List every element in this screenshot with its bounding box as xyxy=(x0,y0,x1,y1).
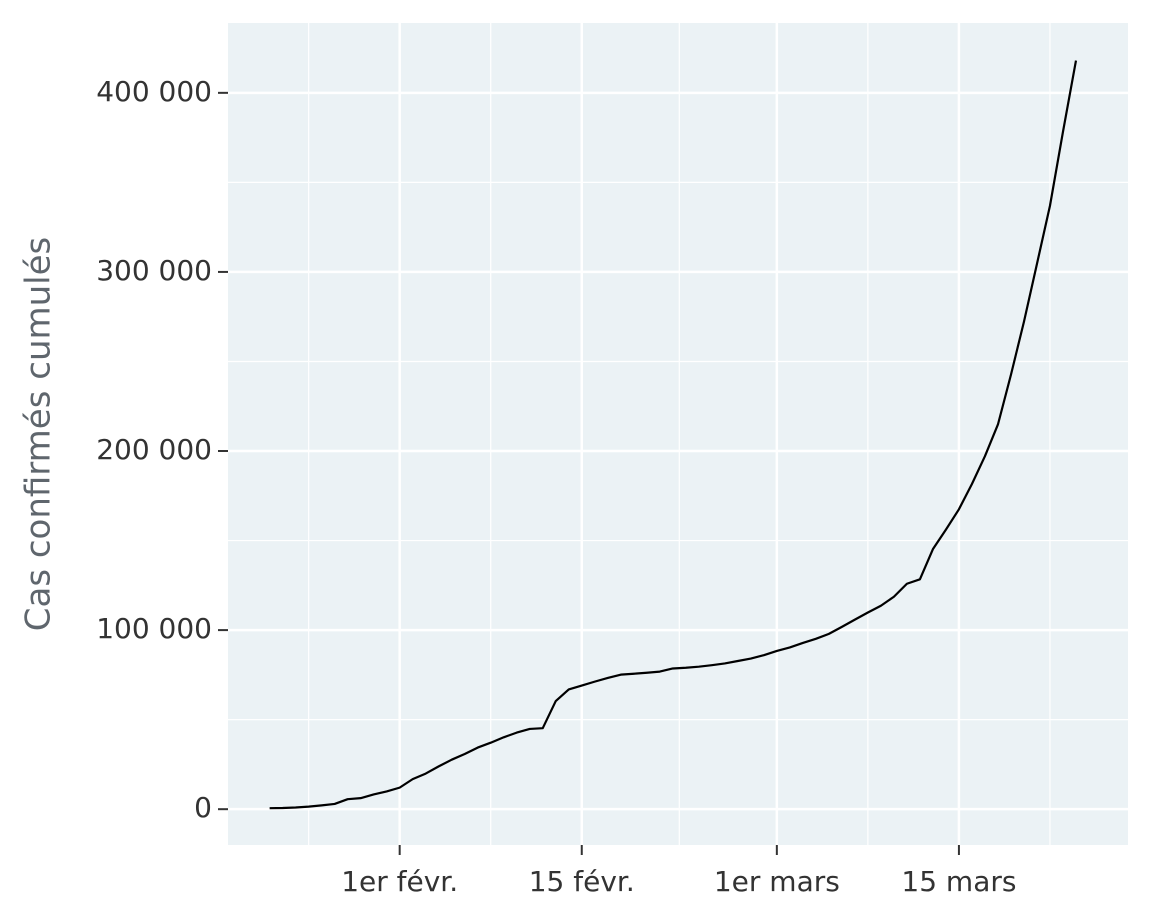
y-tick-label: 400 000 xyxy=(96,75,212,108)
x-tick-label: 1er mars xyxy=(714,865,840,898)
x-tick-label: 15 févr. xyxy=(529,865,635,898)
y-tick-label: 300 000 xyxy=(96,254,212,287)
y-tick-label: 200 000 xyxy=(96,433,212,466)
x-tick-label: 15 mars xyxy=(901,865,1016,898)
y-axis-title: Cas confirmés cumulés xyxy=(19,237,59,632)
marks xyxy=(269,60,1078,810)
line-series xyxy=(269,60,1078,810)
grid xyxy=(228,23,1128,845)
y-tick-label: 100 000 xyxy=(96,612,212,645)
plot-background xyxy=(228,23,1128,845)
x-tick-label: 1er févr. xyxy=(341,865,458,898)
y-tick-label: 0 xyxy=(194,791,212,824)
